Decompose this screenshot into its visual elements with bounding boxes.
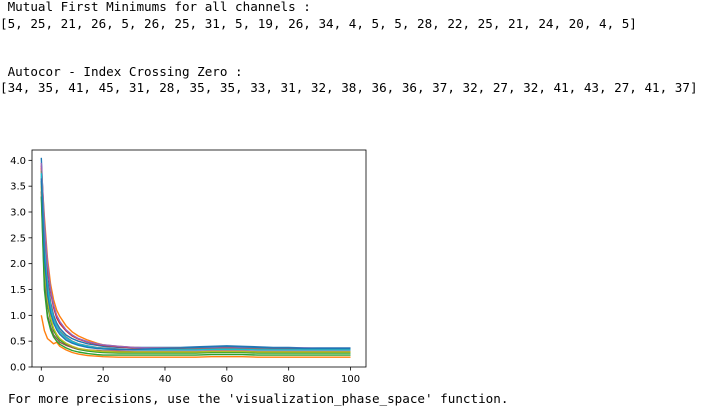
- series-line-11: [40, 315, 351, 358]
- y-tick-label: 0.0: [10, 363, 26, 374]
- x-axis-ticks: 0 20 40 60 80 100: [38, 367, 360, 385]
- autocorrelation-line-chart: 0 20 40 60 80 100 0.0 0.5 1.0 1.5 2.0 2.5 3.0 3.5 4.0: [10, 149, 367, 385]
- x-tick-label: 100: [341, 374, 360, 385]
- series-line-5: [40, 162, 351, 350]
- x-tick-label: 60: [220, 374, 233, 385]
- autocor-heading: Autocor - Index Crossing Zero :: [0, 64, 243, 79]
- y-axis-ticks: 0.0 0.5 1.0 1.5 2.0 2.5 3.0 3.5 4.0: [10, 156, 32, 374]
- y-tick-label: 1.5: [10, 285, 26, 296]
- mutual-minimums-heading: Mutual First Minimums for all channels :: [0, 0, 311, 14]
- autocor-values: [34, 35, 41, 45, 31, 28, 35, 35, 33, 31,…: [0, 80, 698, 95]
- series-line-7: [40, 175, 351, 352]
- x-tick-label: 40: [159, 374, 172, 385]
- y-tick-label: 4.0: [10, 156, 26, 167]
- series-line-13: [40, 178, 351, 351]
- x-tick-label: 0: [38, 374, 44, 385]
- series-line-8: [40, 170, 351, 351]
- x-tick-label: 20: [97, 374, 110, 385]
- series-line-3: [40, 180, 351, 354]
- series-line-9: [40, 186, 351, 353]
- series-line-2: [40, 168, 351, 350]
- series-line-10: [40, 173, 351, 351]
- x-tick-label: 80: [282, 374, 295, 385]
- y-tick-label: 3.0: [10, 208, 26, 219]
- y-tick-label: 2.5: [10, 233, 26, 244]
- series-line-4: [40, 165, 351, 350]
- series-line-6: [40, 191, 351, 352]
- y-tick-label: 2.0: [10, 259, 26, 270]
- plot-lines: [40, 157, 351, 358]
- mutual-minimums-values: [5, 25, 21, 26, 5, 26, 25, 31, 5, 19, 26…: [0, 16, 637, 31]
- series-line-12: [40, 196, 351, 356]
- y-tick-label: 0.5: [10, 337, 26, 348]
- plot-frame: [31, 149, 367, 368]
- footer-note: For more precisions, use the 'visualizat…: [8, 391, 509, 406]
- series-line-1: [40, 157, 351, 349]
- y-tick-label: 3.5: [10, 182, 26, 193]
- y-tick-label: 1.0: [10, 311, 26, 322]
